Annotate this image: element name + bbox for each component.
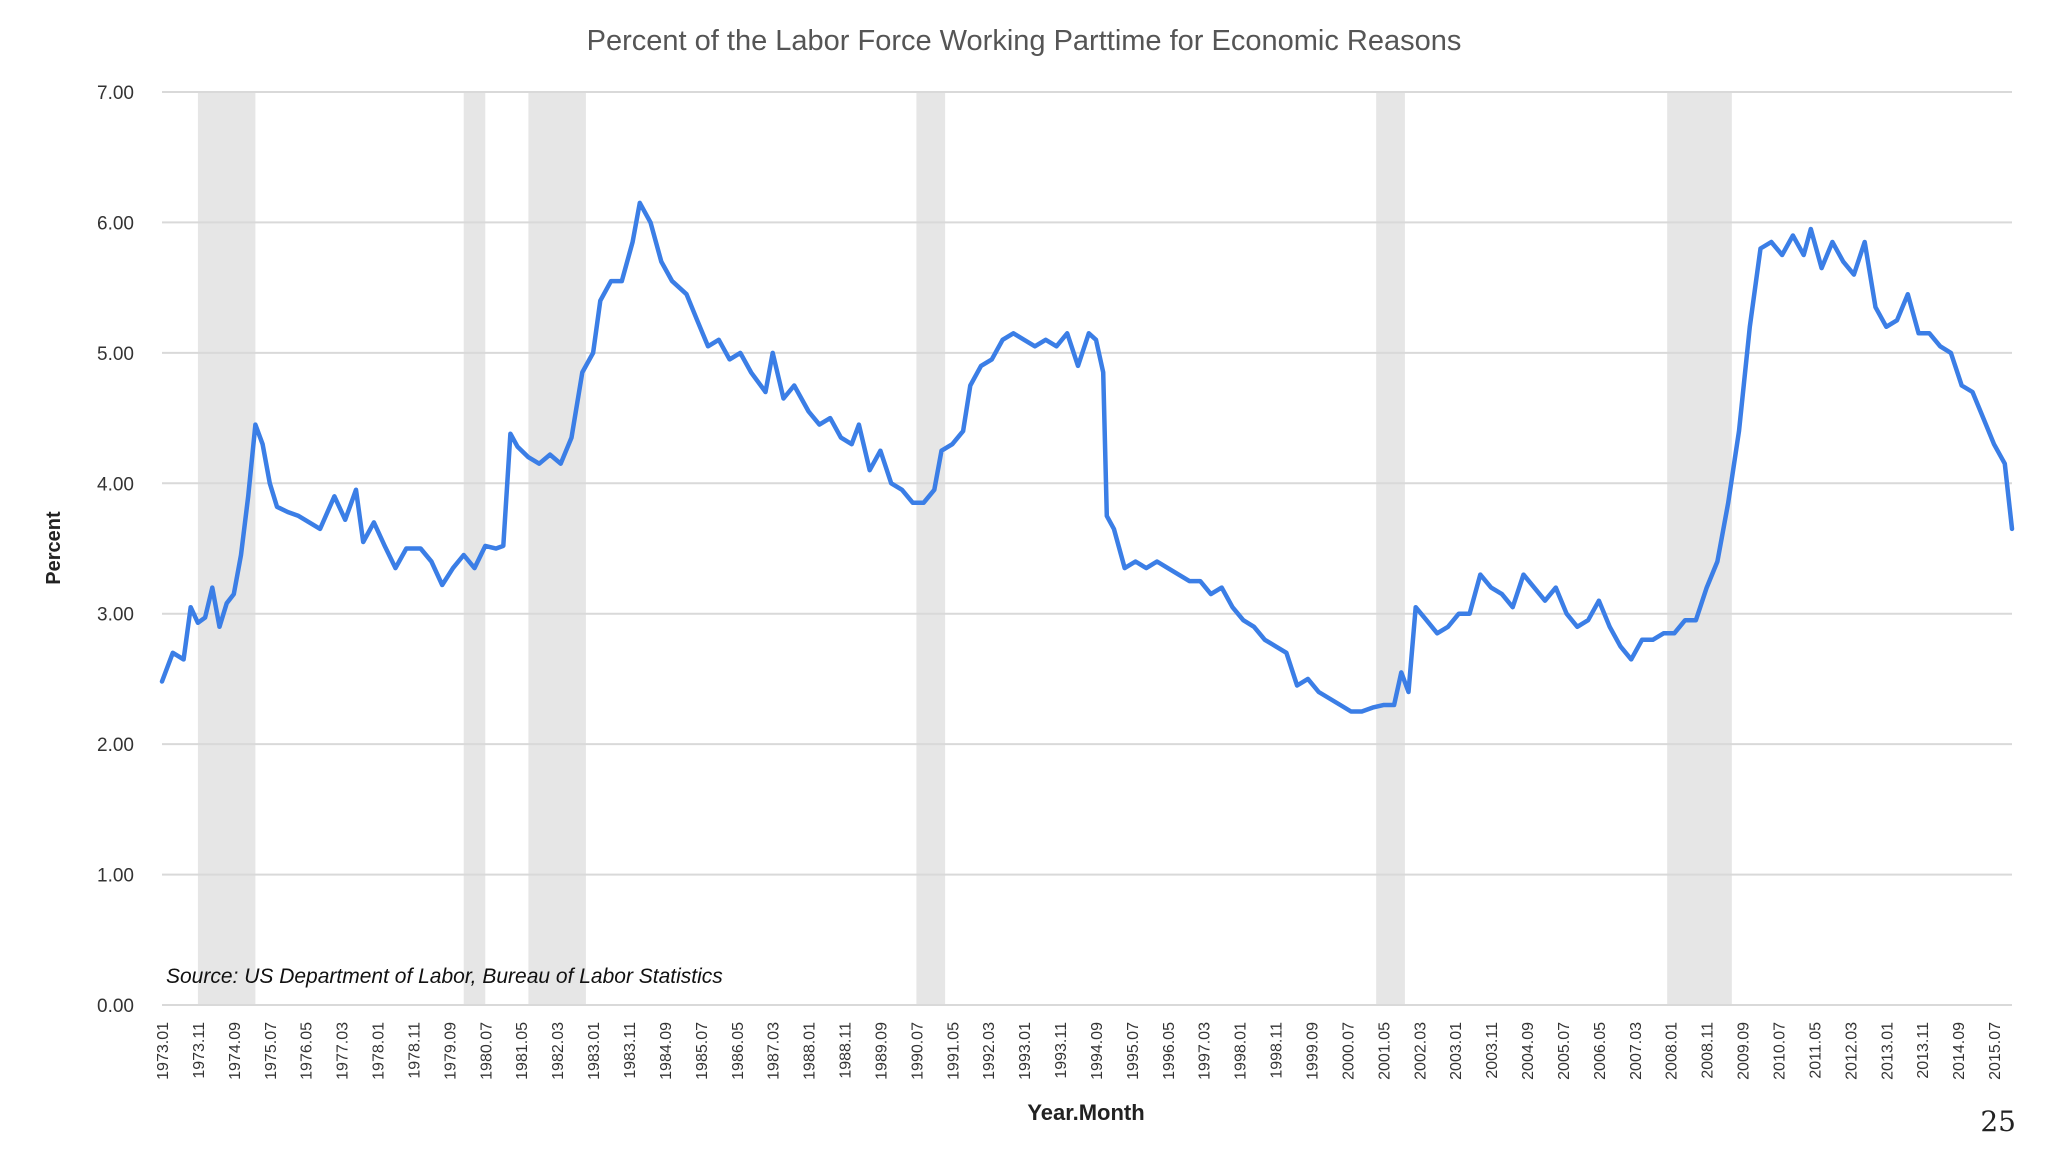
x-tick-label: 1979.09 <box>442 1022 459 1080</box>
gridlines <box>162 91 2012 1006</box>
x-tick-label: 2011.05 <box>1807 1022 1824 1079</box>
x-axis-ticks: 1973.01 1973.11 1974.09 1975.07 1976.05 1977.… <box>155 1022 2004 1080</box>
y-tick-label: 3.00 <box>97 605 134 626</box>
x-tick-label: 2000.07 <box>1340 1022 1357 1080</box>
x-axis-label: Year.Month <box>1027 1100 1144 1125</box>
x-tick-label: 1989.09 <box>873 1022 890 1080</box>
x-tick-label: 1988.01 <box>802 1022 819 1080</box>
x-tick-label: 2009.09 <box>1736 1022 1753 1080</box>
x-tick-label: 1975.07 <box>263 1022 280 1080</box>
x-tick-label: 1994.09 <box>1089 1022 1106 1080</box>
x-tick-label: 1998.01 <box>1233 1022 1250 1080</box>
y-tick-label: 1.00 <box>97 866 134 887</box>
x-tick-label: 2003.01 <box>1448 1022 1465 1080</box>
x-tick-label: 1990.07 <box>909 1022 926 1080</box>
y-tick-label: 0.00 <box>97 996 134 1017</box>
recession-band-3 <box>528 92 586 1005</box>
y-axis-label: Percent <box>43 511 65 585</box>
x-tick-label: 1993.01 <box>1017 1022 1034 1080</box>
recession-band-4 <box>916 92 946 1005</box>
recession-band-1 <box>197 92 256 1005</box>
x-tick-label: 1998.11 <box>1269 1022 1286 1079</box>
y-axis-ticks: 0.00 1.00 2.00 3.00 4.00 5.00 6.00 7.00 <box>97 83 134 1017</box>
x-tick-label: 2013.01 <box>1879 1022 1896 1080</box>
x-tick-label: 1977.03 <box>335 1022 352 1080</box>
y-tick-label: 6.00 <box>97 213 134 234</box>
page-number: 25 <box>1980 1105 2016 1138</box>
y-tick-label: 4.00 <box>97 474 134 495</box>
x-tick-label: 1997.03 <box>1197 1022 1214 1080</box>
x-tick-label: 2010.07 <box>1772 1022 1789 1080</box>
source-note: Source: US Department of Labor, Bureau o… <box>166 965 723 988</box>
x-tick-label: 1992.03 <box>981 1022 998 1080</box>
x-tick-label: 1982.03 <box>550 1022 567 1080</box>
x-tick-label: 2001.05 <box>1376 1022 1393 1080</box>
x-tick-label: 1980.07 <box>478 1022 495 1080</box>
x-tick-label: 1976.05 <box>299 1022 316 1080</box>
recession-bands <box>197 92 1732 1005</box>
y-tick-label: 7.00 <box>97 83 134 104</box>
x-tick-label: 1987.03 <box>766 1022 783 1080</box>
series-line-1 <box>159 200 2015 714</box>
x-tick-label: 2007.03 <box>1628 1022 1645 1080</box>
x-tick-label: 2002.03 <box>1412 1022 1429 1080</box>
recession-band-6 <box>1667 92 1732 1005</box>
x-tick-label: 1973.01 <box>155 1022 172 1080</box>
y-tick-label: 2.00 <box>97 735 134 756</box>
x-tick-label: 1973.11 <box>191 1022 208 1079</box>
x-tick-label: 1983.11 <box>622 1022 639 1079</box>
x-tick-label: 1999.09 <box>1305 1022 1322 1080</box>
x-tick-label: 1978.01 <box>371 1022 388 1080</box>
x-tick-label: 1996.05 <box>1161 1022 1178 1080</box>
series-layer <box>159 200 2015 714</box>
x-tick-label: 2004.09 <box>1520 1022 1537 1080</box>
x-tick-label: 1974.09 <box>227 1022 244 1080</box>
x-tick-label: 2003.11 <box>1484 1022 1501 1079</box>
recession-band-5 <box>1376 92 1405 1005</box>
x-tick-label: 1988.11 <box>838 1022 855 1079</box>
x-tick-label: 2014.09 <box>1951 1022 1968 1080</box>
x-tick-label: 1993.11 <box>1053 1022 1070 1079</box>
x-tick-label: 1984.09 <box>658 1022 675 1080</box>
chart-title: Percent of the Labor Force Working Partt… <box>587 25 1462 57</box>
x-tick-label: 2013.11 <box>1915 1022 1932 1079</box>
x-tick-label: 1978.11 <box>406 1022 423 1079</box>
x-tick-label: 2008.01 <box>1664 1022 1681 1080</box>
x-tick-label: 1995.07 <box>1125 1022 1142 1080</box>
x-tick-label: 1983.01 <box>586 1022 603 1080</box>
x-tick-label: 1991.05 <box>945 1022 962 1080</box>
x-tick-label: 2012.03 <box>1843 1022 1860 1080</box>
x-tick-label: 2005.07 <box>1556 1022 1573 1080</box>
x-tick-label: 2006.05 <box>1592 1022 1609 1080</box>
x-tick-label: 1985.07 <box>694 1022 711 1080</box>
x-tick-label: 1986.05 <box>730 1022 747 1080</box>
recession-band-2 <box>463 92 486 1005</box>
y-tick-label: 5.00 <box>97 344 134 365</box>
x-tick-label: 1981.05 <box>514 1022 531 1080</box>
x-tick-label: 2015.07 <box>1987 1022 2004 1080</box>
x-tick-label: 2008.11 <box>1700 1022 1717 1079</box>
